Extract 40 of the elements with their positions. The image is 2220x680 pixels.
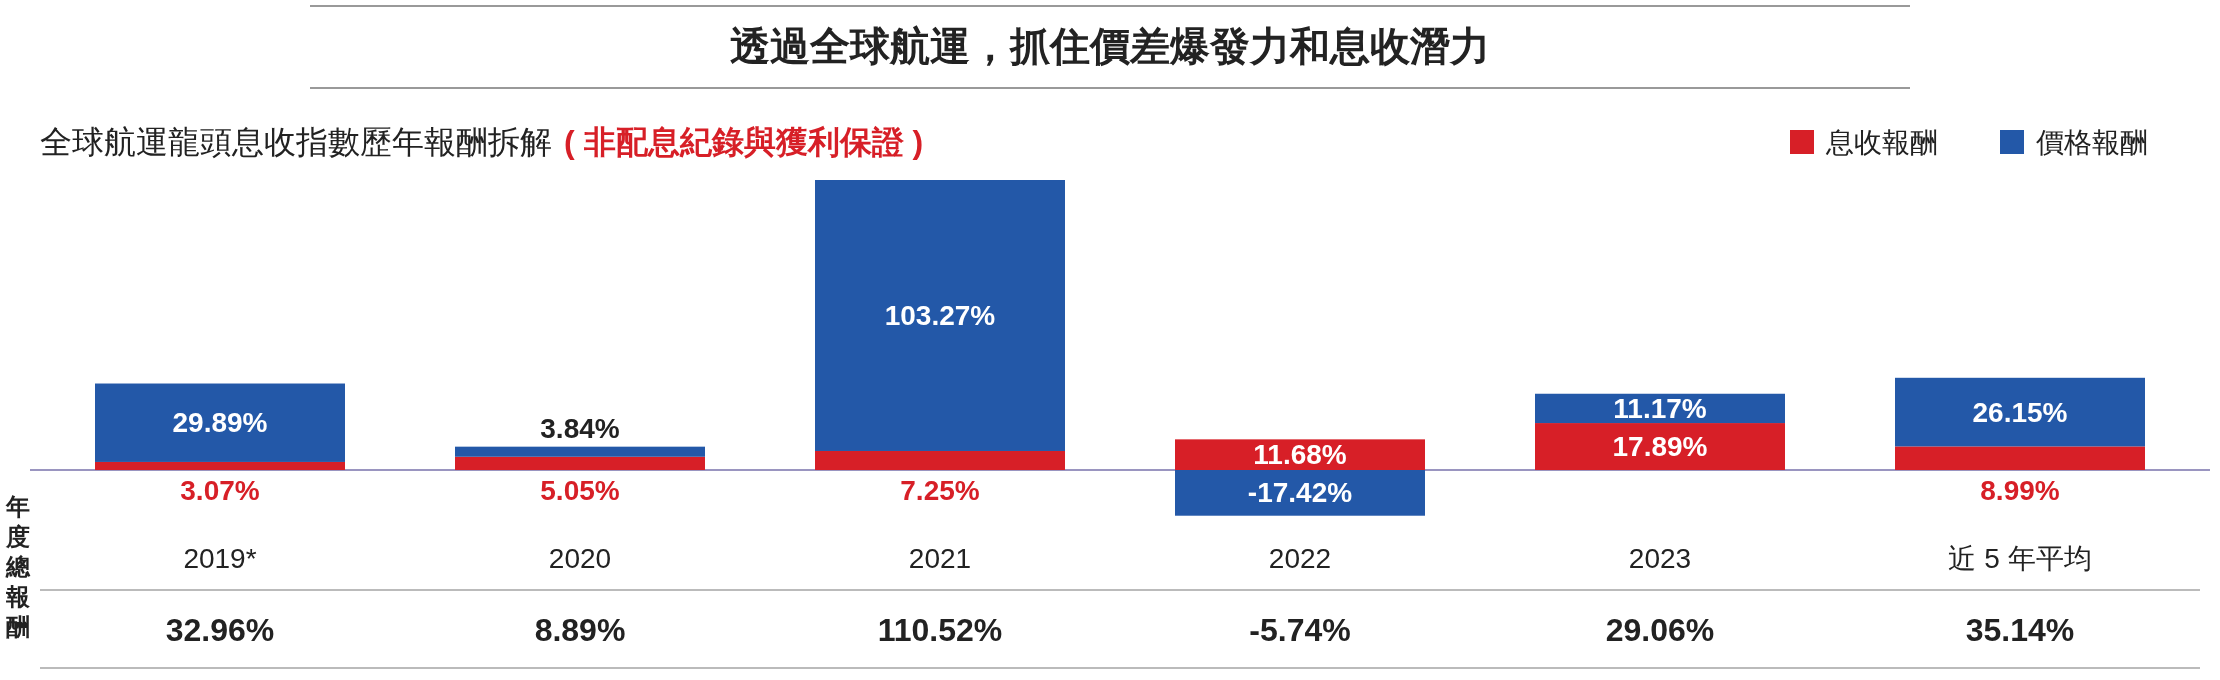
legend-label: 息收報酬: [1825, 126, 1938, 158]
data-label: 29.89%: [172, 407, 268, 439]
data-label: 17.89%: [1612, 431, 1708, 463]
x-tick-label: 2019*: [183, 542, 257, 574]
x-tick-label: 2020: [548, 542, 612, 574]
text: 110.52%: [877, 612, 1003, 648]
x-tick-label: 2023: [1628, 542, 1692, 574]
text: 8.89%: [534, 612, 626, 648]
data-label: 5.05%: [540, 474, 620, 506]
bar: [1895, 446, 2145, 470]
data-label: 103.27%: [884, 299, 996, 331]
bar: [455, 446, 705, 457]
chart-title: 透過全球航運，抓住價差爆發力和息收潛力: [730, 24, 1490, 68]
text: 29.06%: [1605, 612, 1715, 648]
bar: [1535, 423, 1785, 470]
bar: [815, 450, 1065, 470]
annotation: 年度總報酬: [5, 493, 31, 640]
bar: [1175, 470, 1425, 516]
x-tick-label: 2022: [1268, 542, 1332, 574]
data-label: 26.15%: [1972, 396, 2068, 428]
x-tick-label: 2021: [908, 542, 972, 574]
x-tick-label: 近 5 年平均: [1948, 542, 2092, 574]
bar: [815, 180, 1065, 451]
text: ( 非配息紀錄與獲利保證 ): [564, 124, 924, 160]
data-label: -17.42%: [1247, 477, 1353, 509]
data-label: 3.84%: [540, 413, 620, 445]
bar: [95, 461, 345, 470]
data-label: 3.07%: [180, 474, 260, 506]
legend-label: 價格報酬: [2036, 126, 2148, 158]
data-label: 11.17%: [1613, 392, 1707, 424]
text: 35.14%: [1965, 612, 2075, 648]
bar: [1895, 377, 2145, 447]
bar: [455, 456, 705, 470]
text: -5.74%: [1249, 612, 1351, 648]
bar: [95, 383, 345, 462]
chart-subtitle: 全球航運龍頭息收指數歷年報酬拆解: [40, 124, 552, 160]
text: 32.96%: [165, 612, 275, 648]
data-label: 7.25%: [900, 474, 980, 506]
data-label: 8.99%: [1980, 474, 2060, 506]
data-label: 11.68%: [1253, 439, 1347, 471]
